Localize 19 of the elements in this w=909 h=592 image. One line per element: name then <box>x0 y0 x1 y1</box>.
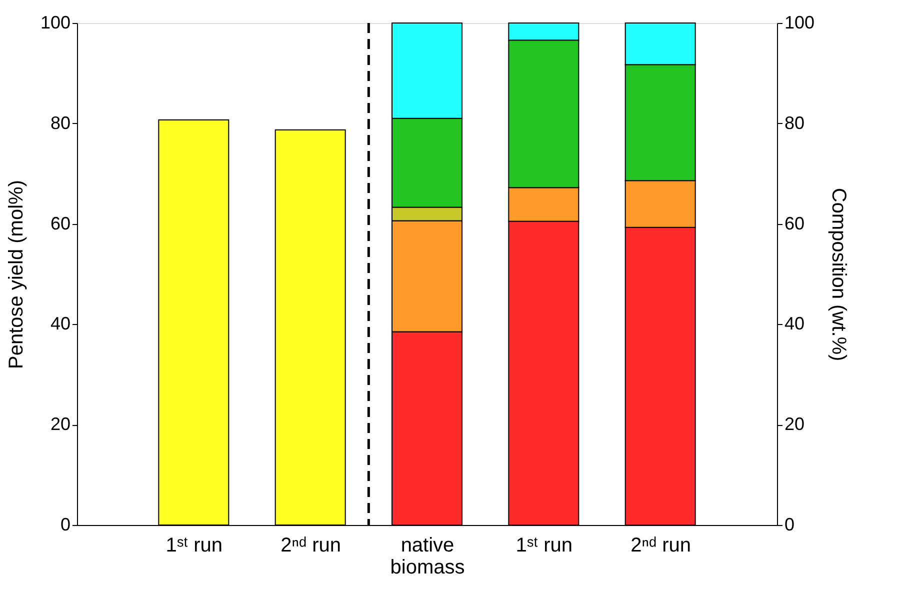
y-tick-label: 0 <box>60 514 70 534</box>
x-tick-label: native biomass <box>390 534 465 578</box>
y-tick-label: 60 <box>50 213 70 234</box>
x-tick-label: 2ⁿᵈ run <box>280 534 342 556</box>
x-tick-label: 1ˢᵗ run <box>166 534 223 556</box>
y2-tick-label: 100 <box>784 12 815 32</box>
y2-tick-label: 60 <box>784 213 805 234</box>
y2-axis-title: Composition (wt.%) <box>828 188 850 362</box>
y-tick-label: 80 <box>50 112 70 133</box>
y2-tick-label: 40 <box>784 314 805 334</box>
y-tick-label: 40 <box>50 314 70 334</box>
x-tick-label: 1ˢᵗ run <box>516 534 573 556</box>
y-tick-label: 100 <box>40 12 70 32</box>
x-tick-label: 2ⁿᵈ run <box>630 534 692 556</box>
y-axis-title: Pentose yield (mol%) <box>5 180 28 369</box>
y2-tick-label: 80 <box>784 112 805 133</box>
y2-tick-label: 0 <box>784 514 795 534</box>
y2-tick-label: 20 <box>784 414 805 434</box>
y-tick-label: 20 <box>50 414 70 434</box>
